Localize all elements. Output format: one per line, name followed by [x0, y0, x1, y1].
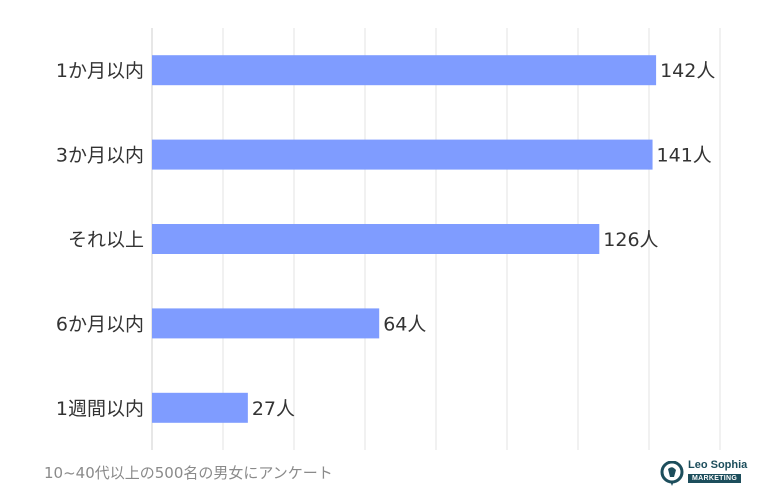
- category-label: 3か月以内: [56, 145, 144, 167]
- value-labels: 142人 141人 126人 64人 27人: [252, 60, 716, 420]
- bar: [152, 224, 600, 254]
- bar: [152, 139, 653, 170]
- value-label: 141人: [657, 145, 712, 167]
- category-label: それ以上: [68, 229, 144, 251]
- survey-caption: 10~40代以上の500名の男女にアンケート: [44, 464, 333, 482]
- lion-icon: [660, 461, 684, 486]
- bar-chart: 1か月以内 3か月以内それ以上 6か月以内 1週間以内 142人 141人 126人 64人…: [56, 28, 721, 450]
- bar: [152, 392, 248, 423]
- bar: [152, 308, 380, 339]
- value-label: 142人: [660, 60, 715, 82]
- category-label: 1週間以内: [56, 398, 144, 420]
- logo-name: Leo Sophia: [688, 459, 748, 471]
- value-label: 64人: [383, 313, 426, 335]
- logo-tag: MARKETING: [688, 474, 742, 483]
- category-label: 1か月以内: [56, 60, 144, 82]
- brand-logo: Leo Sophia MARKETING: [660, 458, 750, 490]
- value-label: 126人: [603, 229, 658, 251]
- bar: [152, 55, 657, 86]
- value-label: 27人: [252, 398, 295, 420]
- category-label: 6か月以内: [56, 313, 144, 335]
- bars: [152, 55, 657, 423]
